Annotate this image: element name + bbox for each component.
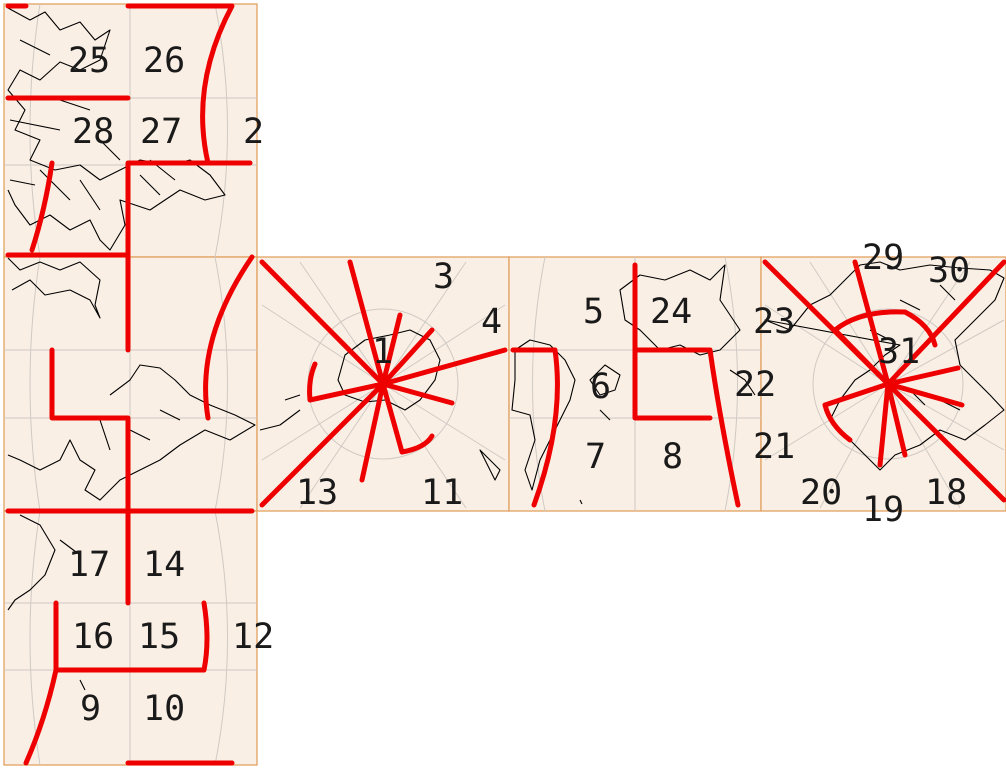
region-label-13: 13: [296, 473, 338, 513]
boundary-arctic: [762, 259, 1006, 503]
boundary-bottom-left: [23, 508, 255, 766]
region-label-19: 19: [862, 490, 904, 530]
region-label-31: 31: [878, 332, 920, 372]
coastline-africa: [7, 257, 101, 319]
coastline-antarctica: [259, 329, 501, 481]
region-label-5: 5: [583, 292, 604, 332]
region-label-6: 6: [590, 367, 611, 407]
region-label-2: 2: [243, 112, 264, 152]
region-label-11: 11: [421, 473, 463, 513]
region-label-10: 10: [143, 689, 185, 729]
boundary-antarctic: [259, 259, 508, 508]
region-label-27: 27: [140, 112, 182, 152]
coastline-south: [7, 514, 86, 691]
region-label-16: 16: [72, 617, 114, 657]
region-label-7: 7: [585, 437, 606, 477]
region-label-24: 24: [650, 292, 692, 332]
region-label-12: 12: [232, 617, 274, 657]
region-label-22: 22: [734, 365, 776, 405]
region-label-3: 3: [433, 257, 454, 297]
region-label-8: 8: [662, 437, 683, 477]
region-label-4: 4: [481, 302, 502, 342]
region-label-9: 9: [80, 689, 101, 729]
region-label-18: 18: [925, 473, 967, 513]
coastlines: [7, 7, 1005, 691]
region-label-23: 23: [753, 302, 795, 342]
region-label-14: 14: [143, 545, 185, 585]
region-label-17: 17: [68, 545, 110, 585]
boundary-left-middle: [5, 254, 255, 514]
region-label-28: 28: [72, 112, 114, 152]
coastline-arctic: [764, 261, 1005, 471]
region-label-15: 15: [138, 617, 180, 657]
region-labels: 25 26 28 27 2 3 4 1 5 24 23 6 22 7 8 21 …: [68, 41, 970, 729]
coastline-asia: [7, 364, 256, 501]
region-label-29: 29: [862, 238, 904, 278]
region-label-25: 25: [68, 41, 110, 81]
boundary-americas: [510, 262, 741, 508]
coastline-europe-africa: [7, 7, 226, 251]
boundary-top-left: [5, 3, 253, 258]
region-label-30: 30: [928, 251, 970, 291]
region-label-21: 21: [753, 427, 795, 467]
boundary-lines: [5, 3, 1006, 766]
region-label-1: 1: [372, 332, 393, 372]
region-label-20: 20: [800, 473, 842, 513]
region-label-26: 26: [143, 41, 185, 81]
